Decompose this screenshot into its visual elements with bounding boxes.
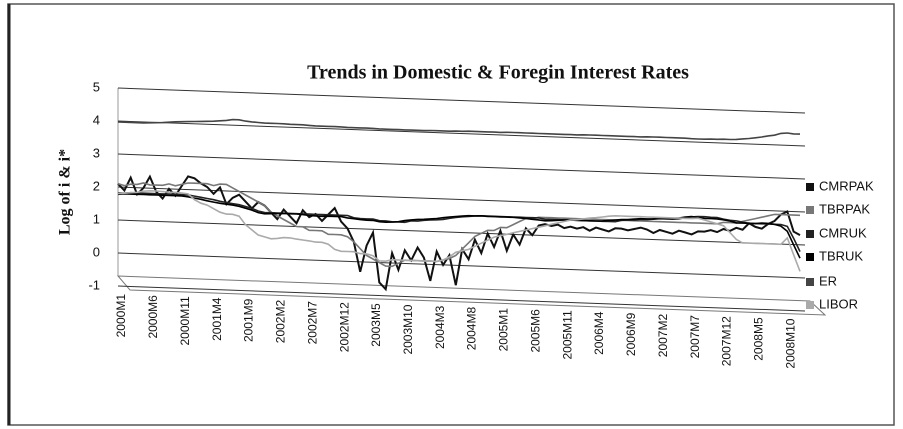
x-tick-label: 2004M8 bbox=[465, 307, 479, 351]
y-tick-label: 0 bbox=[93, 244, 100, 259]
y-tick-label: 1 bbox=[93, 211, 100, 226]
chart-title: Trends in Domestic & Foregin Interest Ra… bbox=[307, 62, 689, 84]
x-tick-label: 2001M4 bbox=[210, 297, 224, 341]
x-tick-label: 2005M1 bbox=[497, 308, 511, 352]
x-tick-label: 2003M10 bbox=[401, 304, 415, 354]
x-tick-label: 2005M11 bbox=[560, 310, 574, 359]
legend-swatch bbox=[806, 230, 814, 238]
series-line bbox=[117, 192, 801, 259]
x-tick-label: 2000M11 bbox=[178, 296, 192, 345]
grid-line bbox=[117, 219, 806, 246]
y-tick-label: 4 bbox=[93, 112, 100, 127]
y-axis-label: Log of i & i* bbox=[57, 149, 74, 235]
legend-label: TBRUK bbox=[819, 248, 863, 263]
x-tick-label: 2006M9 bbox=[624, 312, 638, 356]
grid-line bbox=[117, 87, 806, 114]
legend-label: CMRPAK bbox=[819, 178, 874, 193]
floor bbox=[116, 275, 827, 316]
legend-label: LIBOR bbox=[819, 296, 858, 311]
x-tick-label: 2008M10 bbox=[783, 318, 797, 368]
y-tick-label: 3 bbox=[93, 145, 100, 160]
x-tick-label: 2002M2 bbox=[274, 300, 288, 344]
series-line bbox=[117, 189, 801, 272]
legend-swatch bbox=[806, 206, 814, 214]
legend-label: TBRPAK bbox=[819, 201, 870, 216]
grid-line bbox=[117, 153, 806, 180]
legend-swatch bbox=[806, 301, 814, 309]
series-line bbox=[117, 118, 801, 141]
y-tick-label: -1 bbox=[88, 277, 100, 292]
x-tick-label: 2008M5 bbox=[752, 317, 766, 361]
x-tick-label: 2001M9 bbox=[242, 298, 256, 342]
grid-line bbox=[117, 285, 806, 312]
legend-swatch bbox=[806, 183, 814, 191]
y-tick-label: 5 bbox=[93, 79, 100, 94]
x-tick-label: 2003M5 bbox=[369, 303, 383, 347]
grid-line bbox=[117, 252, 806, 279]
legend-swatch bbox=[806, 278, 814, 286]
x-tick-label: 2002M12 bbox=[337, 302, 351, 352]
y-tick-label: 2 bbox=[93, 178, 100, 193]
series-line bbox=[117, 174, 801, 292]
x-tick-label: 2005M6 bbox=[528, 309, 542, 353]
x-tick-label: 2007M2 bbox=[656, 314, 670, 358]
series-line bbox=[117, 182, 801, 268]
grid-line bbox=[117, 120, 806, 147]
x-tick-label: 2000M6 bbox=[146, 295, 160, 339]
legend-label: ER bbox=[819, 273, 837, 288]
legend-swatch bbox=[806, 253, 814, 261]
grid-line bbox=[117, 186, 806, 213]
x-tick-label: 2007M7 bbox=[688, 315, 702, 359]
x-tick-label: 2002M7 bbox=[305, 301, 319, 345]
x-tick-label: 2007M12 bbox=[720, 316, 734, 366]
x-tick-label: 2004M3 bbox=[433, 305, 447, 349]
series-line bbox=[117, 191, 801, 252]
legend-label: CMRUK bbox=[819, 225, 867, 240]
x-tick-label: 2006M4 bbox=[592, 311, 606, 355]
x-tick-label: 2000M1 bbox=[114, 294, 128, 338]
